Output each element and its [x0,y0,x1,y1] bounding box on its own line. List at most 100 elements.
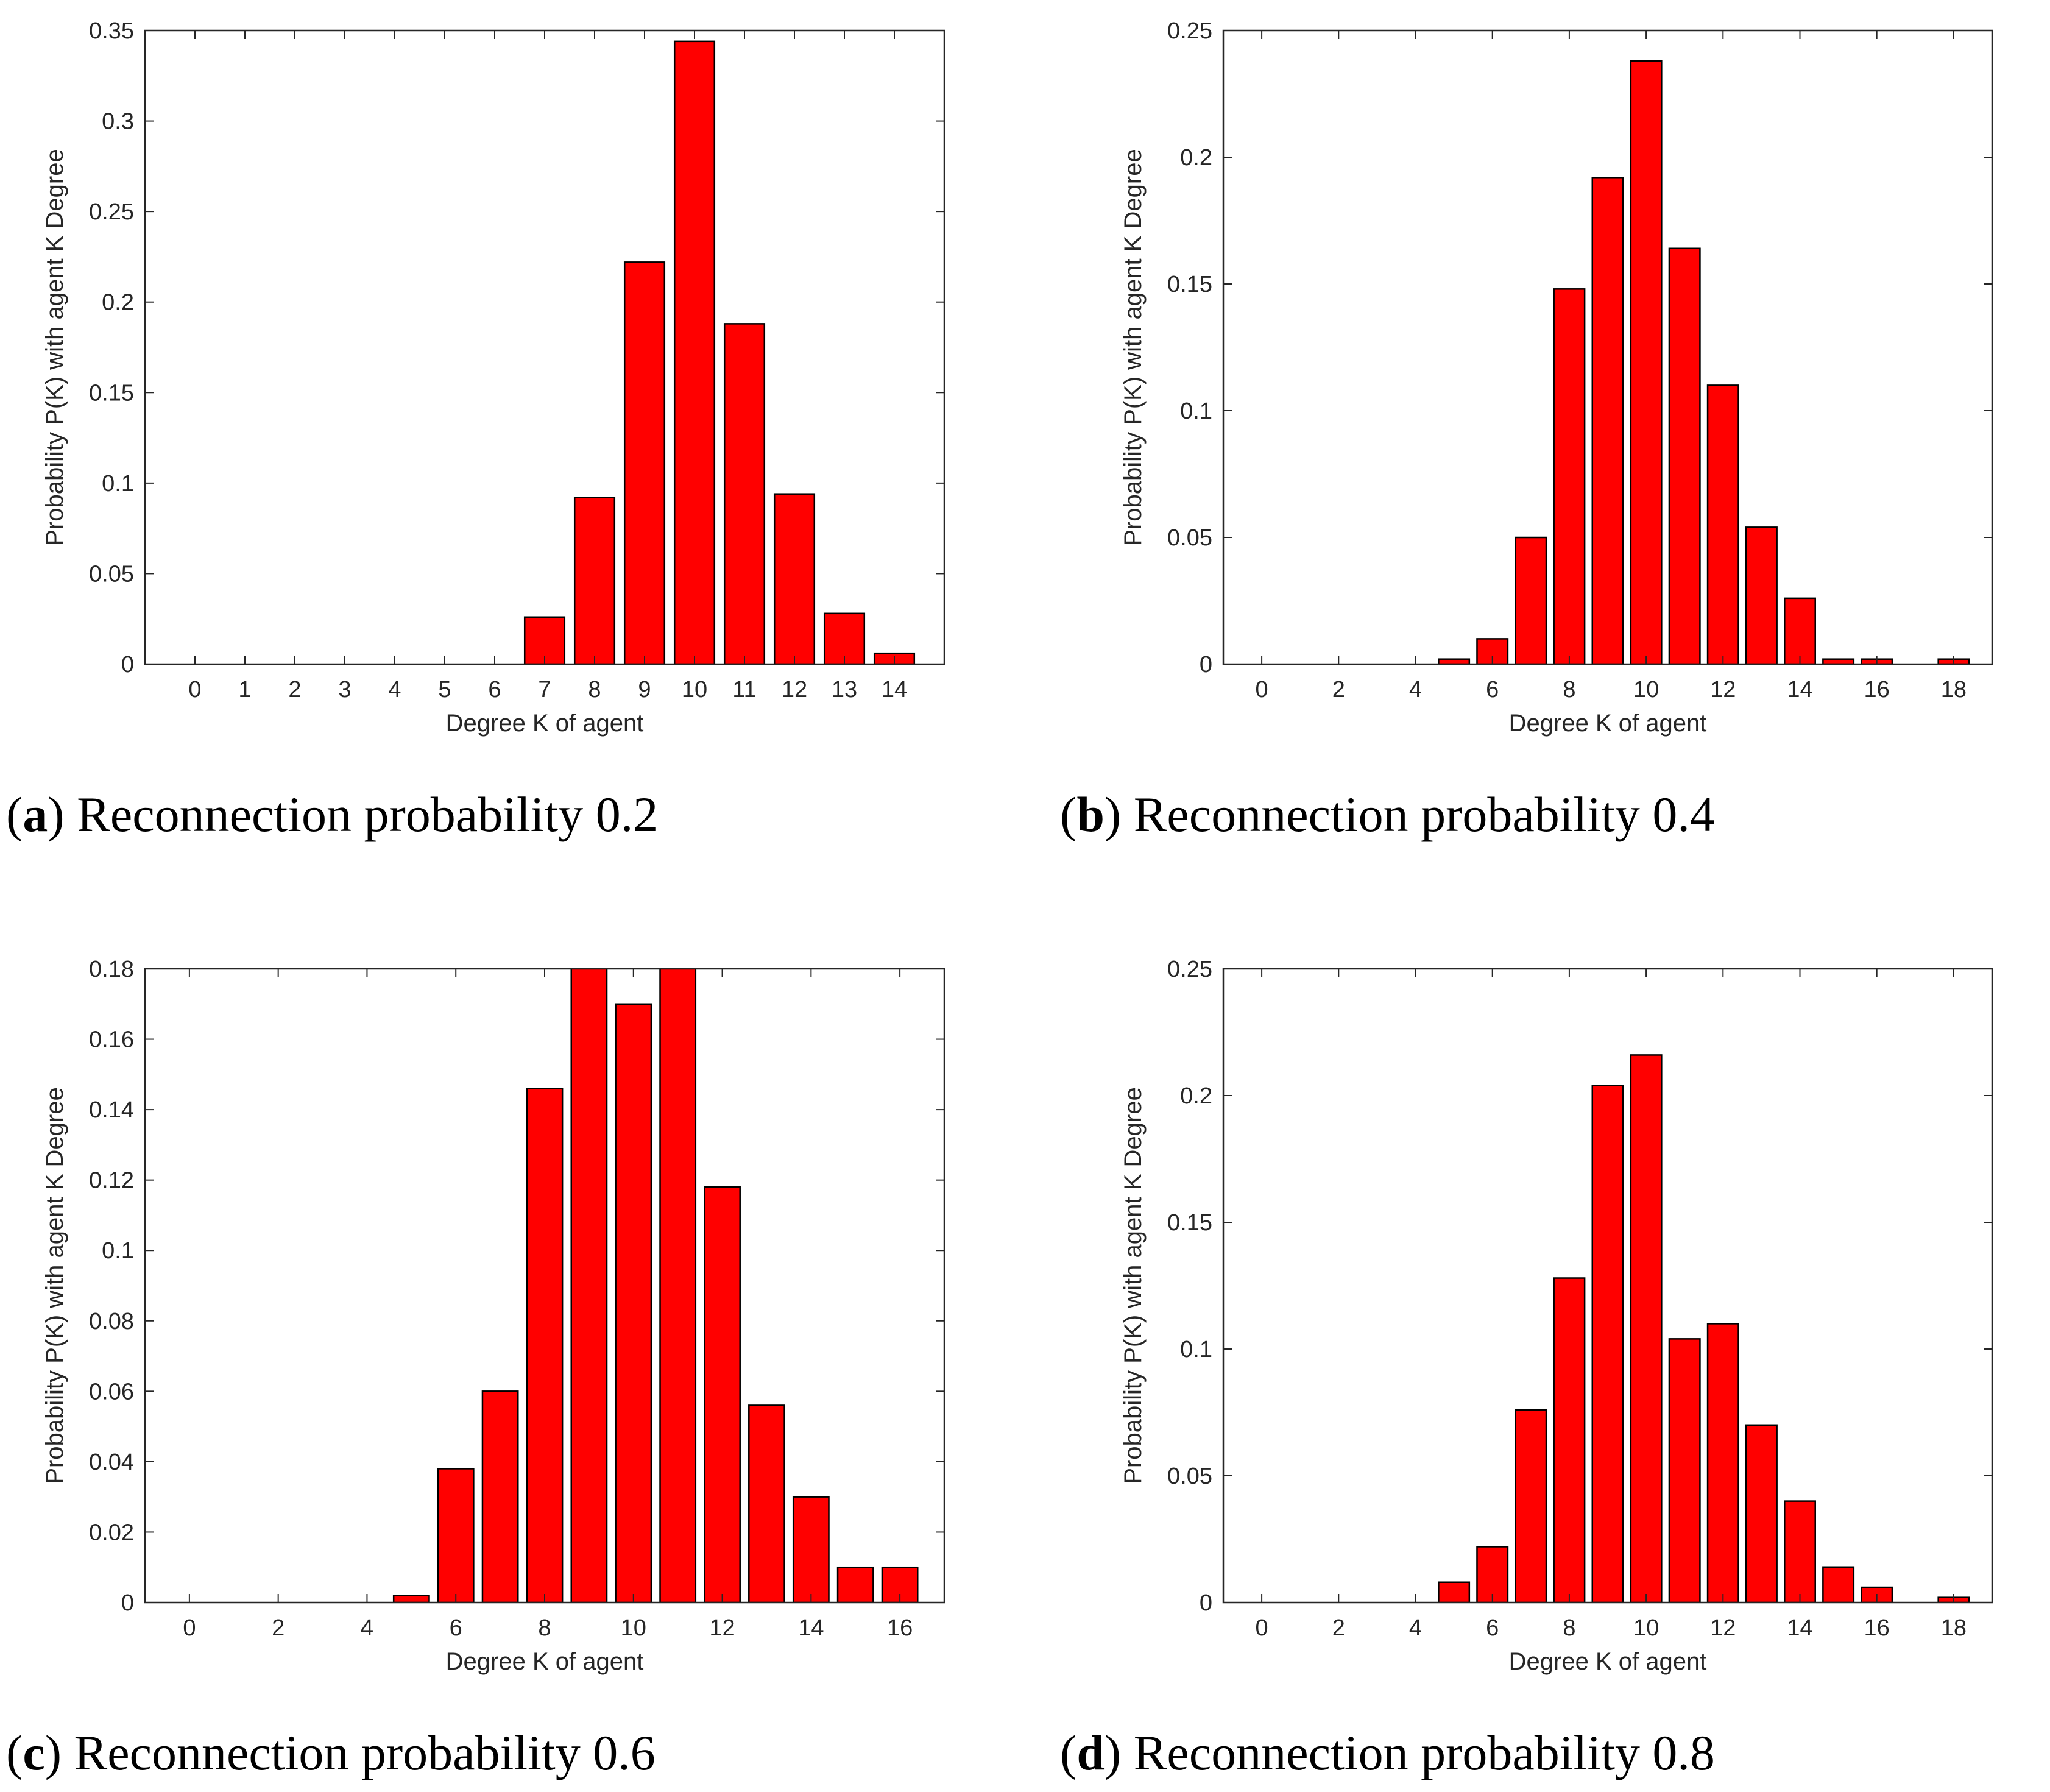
caption-text-b: Reconnection probability 0.4 [1133,787,1715,842]
bar-d-14 [1784,1500,1816,1603]
chart-d: 0 0.05 0.1 0.15 0.2 0.25 0 2 4 6 8 10 12 14 16 18 Degree… [1120,957,1993,1675]
xtick-label-a-7: 7 [538,677,551,703]
bar-c-10 [615,1003,652,1603]
ytick-label-b-1: 0.05 [1167,525,1212,551]
xtick-label-d-6: 12 [1710,1615,1736,1641]
ytick-label-b-3: 0.15 [1167,272,1212,297]
ytick-label-c-2: 0.04 [89,1450,134,1475]
xtick-label-a-11: 11 [732,677,756,703]
bar-d-10 [1630,1054,1663,1603]
caption-text-c: Reconnection probability 0.6 [74,1725,656,1780]
xtick-label-a-5: 5 [438,677,451,703]
bar-d-15 [1822,1566,1855,1603]
xtick-label-c-4: 8 [538,1615,551,1641]
bar-c-5 [392,1595,430,1603]
ytick-label-a-0: 0 [121,652,134,678]
x-axis-label-d: Degree K of agent [1509,1648,1707,1675]
bar-a-12 [773,493,816,664]
xtick-label-b-5: 10 [1633,677,1659,703]
xtick-label-a-3: 3 [338,677,351,703]
ytick-label-d-5: 0.25 [1167,957,1212,982]
caption-a: (a) Reconnection probability 0.2 [6,787,659,842]
ytick-label-c-4: 0.08 [89,1309,134,1334]
ytick-label-a-7: 0.35 [89,18,134,44]
xtick-label-a-6: 6 [488,677,501,703]
xtick-label-a-10: 10 [682,677,707,703]
bar-b-5 [1438,658,1471,664]
xtick-label-b-8: 16 [1864,677,1890,703]
xtick-label-c-0: 0 [183,1615,196,1641]
ytick-label-c-1: 0.02 [89,1520,134,1545]
bar-a-9 [623,261,666,664]
xtick-label-c-7: 14 [798,1615,824,1641]
bar-b-13 [1745,526,1778,664]
ytick-label-a-3: 0.15 [89,380,134,406]
xtick-label-d-0: 0 [1256,1615,1268,1641]
ytick-label-c-7: 0.14 [89,1097,134,1123]
xtick-label-b-9: 18 [1941,677,1967,703]
caption-text-d: Reconnection probability 0.8 [1133,1725,1715,1780]
xtick-label-b-2: 4 [1409,677,1422,703]
bar-c-6 [437,1468,475,1603]
xtick-label-a-1: 1 [238,677,251,703]
bar-c-11 [659,969,697,1603]
y-axis-label-d: Probability P(K) with agent K Degree [1120,1087,1147,1484]
caption-letter-b: b [1076,787,1105,842]
ytick-label-a-2: 0.1 [102,471,134,497]
bar-c-14 [792,1496,830,1603]
y-axis-label-b: Probability P(K) with agent K Degree [1120,149,1147,545]
ytick-label-d-4: 0.2 [1180,1083,1212,1109]
xtick-label-d-5: 10 [1633,1615,1659,1641]
x-axis-label-b: Degree K of agent [1509,710,1707,737]
xtick-label-c-8: 16 [887,1615,913,1641]
xtick-label-c-5: 10 [621,1615,646,1641]
xtick-label-b-6: 12 [1710,677,1736,703]
caption-b: (b) Reconnection probability 0.4 [1060,787,1715,842]
bar-d-12 [1706,1323,1739,1603]
xtick-label-c-1: 2 [272,1615,285,1641]
chart-b: 0 0.05 0.1 0.15 0.2 0.25 0 2 4 6 8 10 12 14 16 18 Degree… [1120,18,1993,737]
xtick-label-a-9: 9 [638,677,651,703]
bar-d-7 [1515,1409,1547,1603]
chart-panel-a: 0 0.05 0.1 0.15 0.2 0.25 0.3 0.35 0 1 2 3 4 5 6 7 8 9 10 11… [0,0,1011,877]
ytick-label-b-0: 0 [1200,652,1212,678]
ytick-label-a-4: 0.2 [102,290,134,316]
xtick-label-d-9: 18 [1941,1615,1967,1641]
ytick-label-d-2: 0.1 [1180,1337,1212,1362]
ytick-label-a-6: 0.3 [102,109,134,135]
caption-d: (d) Reconnection probability 0.8 [1060,1725,1715,1780]
ytick-label-d-0: 0 [1200,1590,1212,1616]
chart-c: 0 0.02 0.04 0.06 0.08 0.1 0.12 0.14 0.16 0.18 0 2 4 6… [41,957,945,1675]
xtick-label-b-1: 2 [1332,677,1345,703]
axes-box-d [1222,968,1993,1604]
ytick-label-d-3: 0.15 [1167,1210,1212,1236]
y-axis-label-c: Probability P(K) with agent K Degree [41,1087,68,1484]
ytick-label-c-3: 0.06 [89,1379,134,1404]
bar-c-9 [570,969,608,1603]
bar-c-12 [704,1186,741,1603]
ytick-label-c-5: 0.1 [102,1238,134,1264]
ytick-label-d-1: 0.05 [1167,1464,1212,1489]
chart-panel-c: 0 0.02 0.04 0.06 0.08 0.1 0.12 0.14 0.16 0.18 0 2 4 6… [0,938,1011,1792]
caption-text-a: Reconnection probability 0.2 [77,787,659,842]
bar-a-10 [673,40,716,664]
y-axis-label-a: Probability P(K) with agent K Degree [41,149,68,545]
x-axis-label-a: Degree K of agent [446,710,644,737]
xtick-label-d-1: 2 [1332,1615,1345,1641]
caption-letter-a: a [23,787,48,842]
bar-c-13 [748,1404,785,1603]
xtick-label-a-0: 0 [188,677,201,703]
bar-c-8 [526,1088,564,1603]
ytick-label-b-2: 0.1 [1180,398,1212,424]
ytick-label-a-5: 0.25 [89,199,134,225]
xtick-label-a-12: 12 [782,677,807,703]
bar-d-11 [1668,1338,1701,1603]
bar-b-10 [1630,60,1663,664]
bar-d-13 [1745,1424,1778,1603]
bar-c-15 [836,1566,874,1603]
xtick-label-d-8: 16 [1864,1615,1890,1641]
xtick-label-b-4: 8 [1563,677,1575,703]
x-axis-label-c: Degree K of agent [446,1648,644,1675]
chart-panel-b: 0 0.05 0.1 0.15 0.2 0.25 0 2 4 6 8 10 12 14 16 18 Degree… [1060,0,2050,877]
xtick-label-b-3: 6 [1486,677,1499,703]
